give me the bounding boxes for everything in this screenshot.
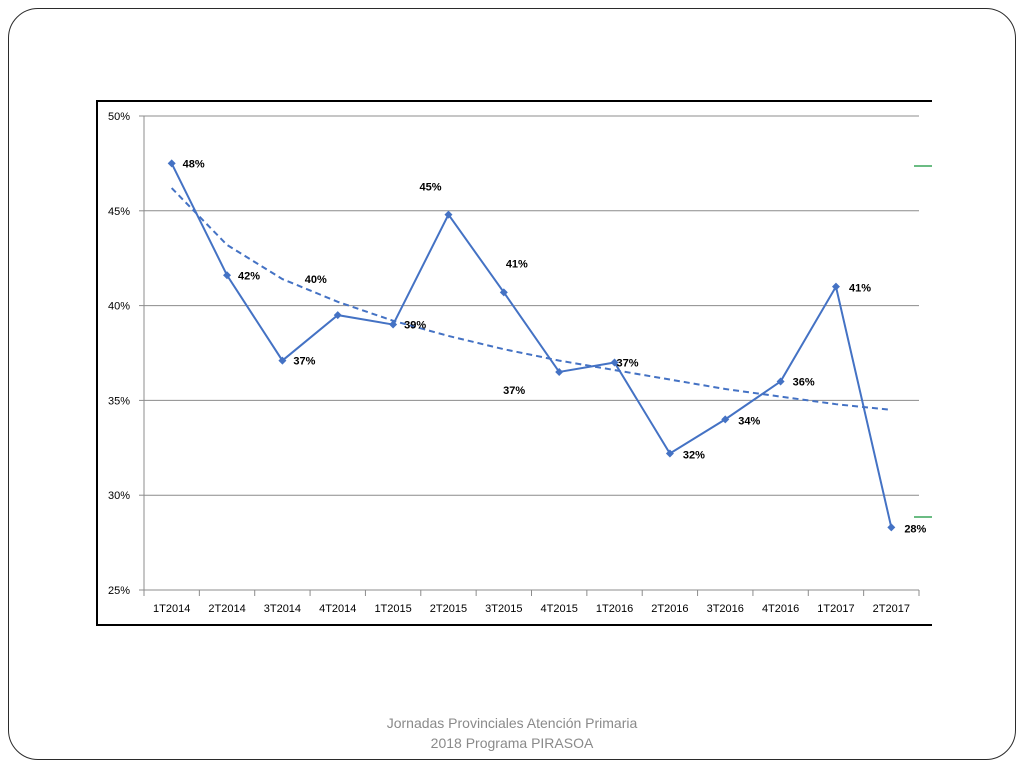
data-point: [776, 377, 785, 386]
y-tick-label: 30%: [108, 490, 130, 502]
data-point: [223, 271, 232, 280]
data-point: [278, 356, 287, 365]
data-label: 48%: [183, 158, 205, 170]
x-tick-label: 3T2014: [264, 603, 301, 615]
footer-line-1: Jornadas Provinciales Atención Primaria: [386, 715, 638, 731]
data-label: 42%: [238, 270, 260, 282]
data-label: 41%: [506, 258, 528, 270]
data-point: [665, 449, 674, 458]
x-tick-label: 4T2015: [541, 603, 578, 615]
trendline: [170, 187, 892, 411]
y-tick-label: 40%: [108, 301, 130, 313]
data-point: [887, 523, 896, 532]
data-label: 45%: [419, 182, 441, 194]
data-point: [555, 367, 564, 376]
x-tick-label: 2T2016: [651, 603, 688, 615]
data-label: 41%: [849, 283, 871, 295]
line-chart: 25% 30% 35% 40% 45% 50% 1T2014 2T2014 3T2014 4T20…: [108, 111, 932, 615]
data-label: 40%: [305, 274, 327, 286]
data-label: 32%: [683, 449, 705, 461]
x-tick-label: 2T2015: [430, 603, 467, 615]
data-label: 28%: [904, 523, 926, 535]
y-tick-label: 25%: [108, 585, 130, 597]
series-line: [170, 162, 893, 528]
x-tick-label: 1T2014: [153, 603, 190, 615]
data-point: [610, 358, 619, 367]
y-tick-label: 50%: [108, 111, 130, 123]
data-point: [721, 415, 730, 424]
y-tick-label: 45%: [108, 206, 130, 218]
x-tick-label: 1T2015: [374, 603, 411, 615]
data-label: 39%: [404, 320, 426, 332]
chart-area: [96, 100, 932, 626]
x-tick-label: 2T2017: [873, 603, 910, 615]
data-label: 34%: [738, 415, 760, 427]
data-point: [389, 320, 398, 329]
data-point: [831, 282, 840, 291]
data-point: [333, 311, 342, 320]
data-point: [499, 288, 508, 297]
x-tick-label: 1T2016: [596, 603, 633, 615]
data-label: 37%: [503, 385, 525, 397]
data-label: 37%: [293, 356, 315, 368]
data-label: 36%: [793, 376, 815, 388]
y-tick-label: 35%: [108, 395, 130, 407]
x-tick-label: 2T2014: [208, 603, 245, 615]
x-tick-label: 4T2016: [762, 603, 799, 615]
x-tick-label: 3T2016: [707, 603, 744, 615]
x-tick-label: 1T2017: [817, 603, 854, 615]
data-point: [444, 210, 453, 219]
data-point: [167, 159, 176, 168]
data-label: 37%: [617, 357, 639, 369]
x-tick-label: 4T2014: [319, 603, 356, 615]
x-tick-label: 3T2015: [485, 603, 522, 615]
footer-line-2: 2018 Programa PIRASOA: [430, 735, 594, 751]
